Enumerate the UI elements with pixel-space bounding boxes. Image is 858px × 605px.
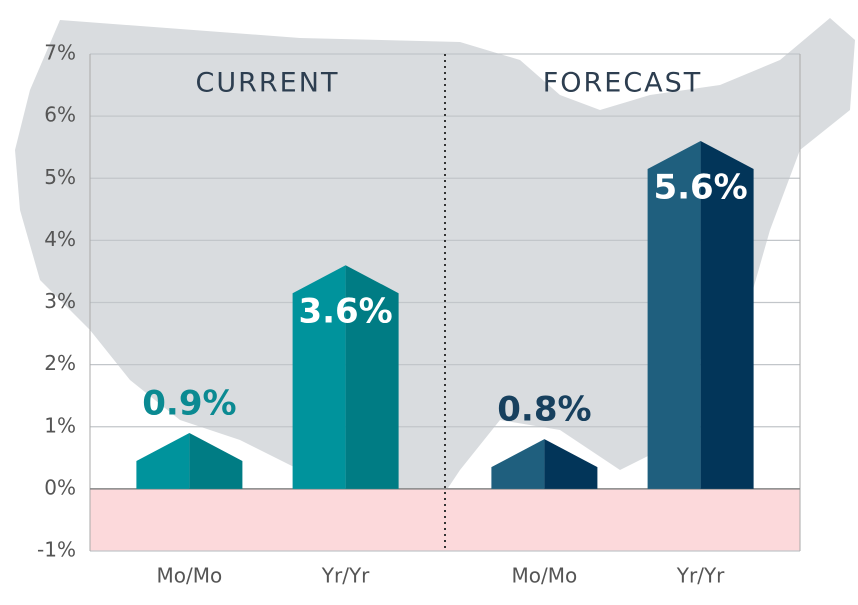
bar (647, 140, 701, 489)
y-tick-label: 2% (44, 351, 76, 375)
x-tick-label: Yr/Yr (676, 564, 725, 588)
y-tick-label: 1% (44, 413, 76, 437)
panel-title: CURRENT (196, 68, 340, 99)
bar-shade (544, 439, 598, 489)
y-tick-label: 7% (44, 41, 76, 65)
x-tick-label: Mo/Mo (157, 564, 223, 588)
y-tick-label: 0% (44, 475, 76, 499)
bar-shade (700, 140, 754, 489)
y-tick-label: 5% (44, 165, 76, 189)
bar-shade (189, 432, 243, 489)
x-tick-label: Mo/Mo (512, 564, 578, 588)
y-tick-label: 3% (44, 289, 76, 313)
panel-title: FORECAST (543, 68, 703, 99)
bar (136, 432, 190, 489)
value-label: 5.6% (653, 167, 747, 207)
bar (292, 265, 346, 489)
value-label: 0.8% (497, 390, 591, 430)
y-tick-label: -1% (37, 538, 76, 562)
x-tick-label: Yr/Yr (321, 564, 370, 588)
bar (491, 439, 545, 489)
value-label: 0.9% (142, 383, 236, 423)
value-label: 3.6% (298, 292, 392, 332)
y-tick-label: 4% (44, 227, 76, 251)
bar-shade (345, 265, 399, 489)
y-tick-label: 6% (44, 103, 76, 127)
map-background (15, 18, 855, 500)
